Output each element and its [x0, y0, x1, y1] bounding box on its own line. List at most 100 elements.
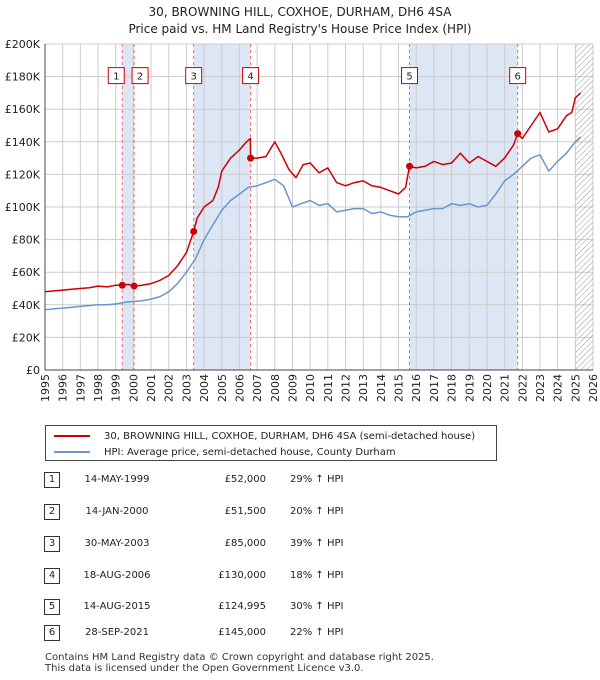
y-tick-label: £160K	[5, 103, 41, 116]
footer-line-1: Contains HM Land Registry data © Crown c…	[45, 652, 434, 663]
sale-point	[247, 154, 255, 162]
x-tick-label: 2021	[499, 374, 512, 402]
transaction-date: 18-AUG-2006	[83, 570, 151, 581]
legend-item-property: 30, BROWNING HILL, COXHOE, DURHAM, DH6 4…	[54, 428, 475, 444]
transaction-hpi: 20% ↑ HPI	[290, 506, 344, 517]
price-chart: 1 2 3 4 5 6 £0 £20K £40K £60K £80K £100K £120K £140K…	[5, 38, 600, 402]
x-tick-label: 2014	[375, 374, 388, 402]
footer: Contains HM Land Registry data © Crown c…	[45, 652, 434, 674]
chart-title: 30, BROWNING HILL, COXHOE, DURHAM, DH6 4…	[0, 4, 600, 38]
legend-item-hpi: HPI: Average price, semi-detached house,…	[54, 444, 396, 460]
x-tick-label: 2000	[127, 374, 140, 402]
legend-swatch-property	[54, 435, 90, 437]
y-tick-label: £0	[26, 364, 40, 377]
title-line-2: Price paid vs. HM Land Registry's House …	[128, 22, 472, 36]
x-tick-label: 2007	[251, 374, 264, 402]
sale-marker-box	[242, 67, 260, 85]
x-tick-label: 2016	[410, 374, 423, 402]
transaction-hpi: 39% ↑ HPI	[290, 538, 344, 549]
y-tick-label: £100K	[5, 201, 41, 214]
x-tick-label: 2025	[569, 374, 582, 402]
transaction-badge: 5	[44, 599, 60, 615]
transaction-date: 30-MAY-2003	[84, 538, 150, 549]
x-tick-label: 2008	[269, 374, 282, 402]
transaction-badge: 3	[44, 536, 60, 552]
y-tick-label: £200K	[5, 38, 41, 51]
transaction-hpi: 22% ↑ HPI	[290, 627, 344, 638]
x-tick-label: 2005	[216, 374, 229, 402]
x-tick-label: 1995	[39, 374, 52, 402]
transaction-hpi: 18% ↑ HPI	[290, 570, 344, 581]
sale-marker-label: 6	[515, 72, 521, 83]
sale-marker-label: 5	[406, 72, 412, 83]
footer-line-2: This data is licensed under the Open Gov…	[45, 663, 364, 674]
table-row: 4 18-AUG-2006 £130,000 18% ↑ HPI	[44, 568, 464, 586]
sale-marker-label: 2	[137, 72, 143, 83]
x-tick-label: 2026	[587, 374, 600, 402]
x-tick-label: 2023	[534, 374, 547, 402]
y-tick-label: £20K	[12, 331, 41, 344]
x-tick-label: 1999	[110, 374, 123, 402]
title-line-1: 30, BROWNING HILL, COXHOE, DURHAM, DH6 4…	[148, 5, 452, 19]
y-tick-label: £140K	[5, 136, 41, 149]
table-row: 5 14-AUG-2015 £124,995 30% ↑ HPI	[44, 599, 464, 617]
forecast-hatch	[575, 44, 593, 370]
x-tick-label: 2013	[357, 374, 370, 402]
x-tick-label: 2020	[481, 374, 494, 402]
y-tick-label: £40K	[12, 299, 41, 312]
x-tick-label: 2015	[393, 374, 406, 402]
transaction-badge: 4	[44, 568, 60, 584]
x-tick-label: 1998	[92, 374, 105, 402]
sale-marker-box	[509, 67, 527, 85]
x-tick-label: 2010	[304, 374, 317, 402]
legend-label-hpi: HPI: Average price, semi-detached house,…	[104, 446, 396, 458]
table-row: 2 14-JAN-2000 £51,500 20% ↑ HPI	[44, 504, 464, 522]
y-tick-label: £60K	[12, 266, 41, 279]
x-tick-label: 2009	[286, 374, 299, 402]
transaction-badge: 6	[44, 625, 60, 641]
transaction-badge: 1	[44, 472, 60, 488]
transaction-date: 28-SEP-2021	[85, 627, 149, 638]
sale-point	[130, 282, 138, 290]
transaction-badge: 2	[44, 504, 60, 520]
sale-point	[514, 130, 522, 138]
transaction-date: 14-JAN-2000	[85, 506, 149, 517]
x-tick-label: 2004	[198, 374, 211, 402]
sale-point	[190, 227, 198, 235]
transaction-hpi: 29% ↑ HPI	[290, 474, 344, 485]
x-tick-label: 1996	[57, 374, 70, 402]
x-tick-label: 2019	[463, 374, 476, 402]
x-tick-label: 2012	[340, 374, 353, 402]
sale-marker-box	[107, 67, 125, 85]
transaction-price: £130,000	[218, 570, 266, 581]
legend: 30, BROWNING HILL, COXHOE, DURHAM, DH6 4…	[45, 425, 497, 461]
legend-swatch-hpi	[54, 451, 90, 453]
legend-label-property: 30, BROWNING HILL, COXHOE, DURHAM, DH6 4…	[104, 430, 476, 442]
sale-marker-label: 1	[113, 72, 119, 83]
sale-point	[406, 162, 414, 170]
sale-marker-box	[185, 67, 203, 85]
table-row: 6 28-SEP-2021 £145,000 22% ↑ HPI	[44, 625, 464, 643]
x-tick-label: 2003	[180, 374, 193, 402]
sale-marker-label: 3	[190, 72, 196, 83]
transaction-price: £85,000	[224, 538, 266, 549]
transaction-price: £124,995	[218, 601, 266, 612]
transaction-price: £51,500	[224, 506, 266, 517]
sale-marker-box	[401, 67, 419, 85]
sale-marker-box	[131, 67, 149, 85]
sale-marker-label: 4	[247, 72, 253, 83]
transaction-hpi: 30% ↑ HPI	[290, 601, 344, 612]
x-tick-label: 2024	[552, 374, 565, 402]
table-row: 1 14-MAY-1999 £52,000 29% ↑ HPI	[44, 472, 464, 490]
transaction-price: £52,000	[224, 474, 266, 485]
y-tick-label: £180K	[5, 71, 41, 84]
x-tick-label: 2006	[233, 374, 246, 402]
y-tick-label: £120K	[5, 168, 41, 181]
x-tick-label: 2018	[446, 374, 459, 402]
y-tick-label: £80K	[12, 234, 41, 247]
x-tick-label: 2017	[428, 374, 441, 402]
hpi-line	[44, 136, 582, 311]
transaction-date: 14-AUG-2015	[83, 601, 151, 612]
x-tick-label: 2001	[145, 374, 158, 402]
transaction-date: 14-MAY-1999	[84, 474, 150, 485]
